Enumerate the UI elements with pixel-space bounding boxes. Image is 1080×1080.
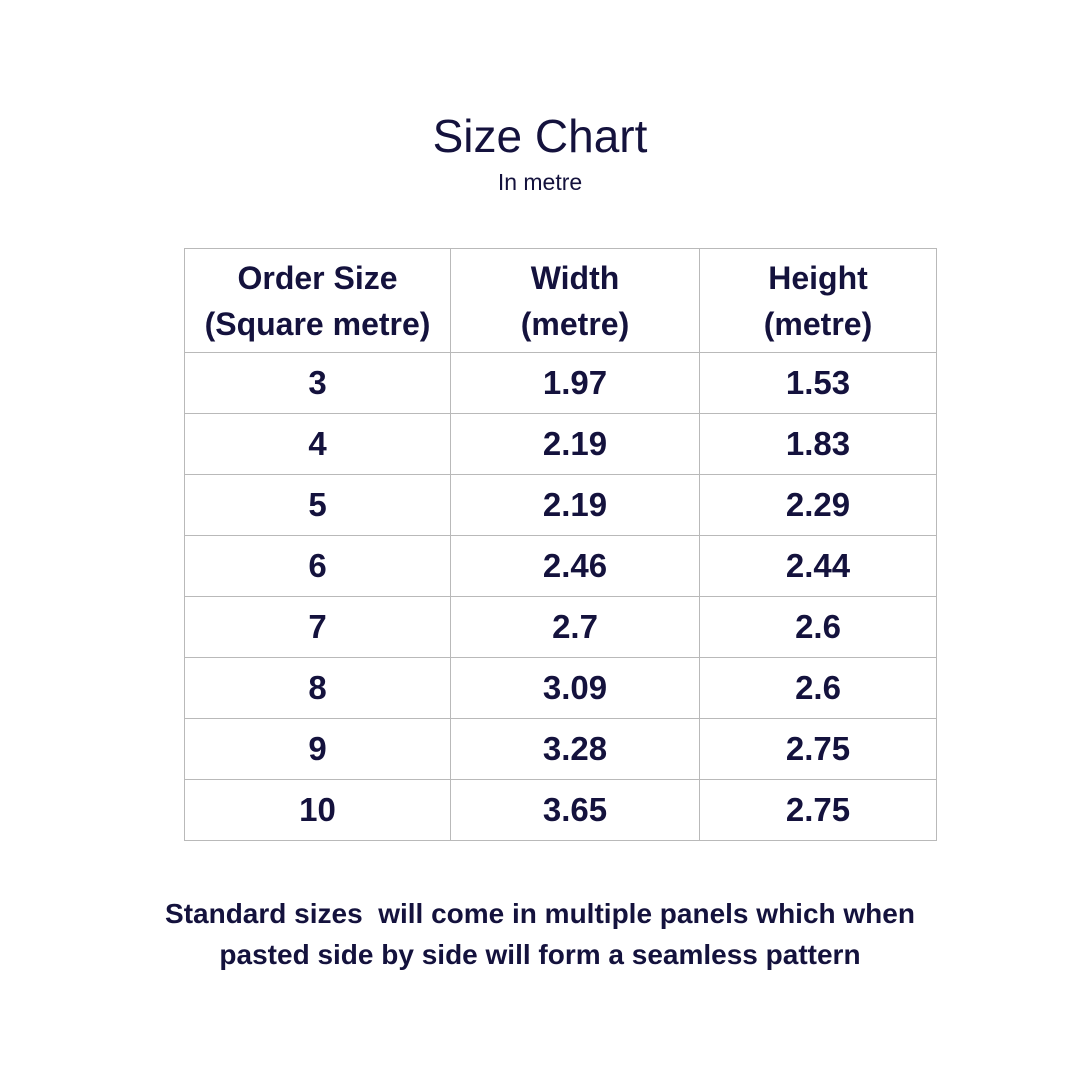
table-row: 10 3.65 2.75 — [184, 779, 937, 841]
footer-note: Standard sizes will come in multiple pan… — [0, 893, 1080, 975]
table-row: 5 2.19 2.29 — [184, 474, 937, 536]
table-row: 4 2.19 1.83 — [184, 413, 937, 475]
table-row: 8 3.09 2.6 — [184, 657, 937, 719]
table-body: 3 1.97 1.53 4 2.19 1.83 5 2.19 2.29 6 2.… — [184, 352, 937, 841]
footer-note-line-2: pasted side by side will form a seamless… — [219, 939, 861, 970]
height-cell: 2.44 — [699, 535, 937, 597]
header-line: Height — [768, 259, 868, 296]
order-size-cell: 4 — [184, 413, 451, 475]
header-line: Order Size — [237, 259, 398, 296]
column-header-order-size: Order Size (Square metre) — [184, 248, 451, 353]
width-cell: 3.65 — [450, 779, 700, 841]
order-size-cell: 5 — [184, 474, 451, 536]
height-cell: 2.6 — [699, 596, 937, 658]
width-cell: 1.97 — [450, 352, 700, 414]
width-cell: 2.19 — [450, 413, 700, 475]
width-cell: 3.28 — [450, 718, 700, 780]
order-size-cell: 10 — [184, 779, 451, 841]
height-cell: 2.6 — [699, 657, 937, 719]
table-row: 7 2.7 2.6 — [184, 596, 937, 658]
order-size-cell: 8 — [184, 657, 451, 719]
footer-note-line-1: Standard sizes will come in multiple pan… — [165, 898, 915, 929]
column-header-height: Height (metre) — [699, 248, 937, 353]
order-size-cell: 9 — [184, 718, 451, 780]
header-line: (Square metre) — [204, 305, 431, 342]
height-cell: 1.53 — [699, 352, 937, 414]
width-cell: 2.46 — [450, 535, 700, 597]
table-row: 9 3.28 2.75 — [184, 718, 937, 780]
table-header: Order Size (Square metre) Width (metre) … — [184, 248, 937, 353]
size-chart-table: Order Size (Square metre) Width (metre) … — [184, 248, 937, 841]
width-cell: 2.7 — [450, 596, 700, 658]
page-title: Size Chart — [432, 110, 648, 162]
height-cell: 2.75 — [699, 779, 937, 841]
header-line: (metre) — [763, 305, 873, 342]
height-cell: 2.29 — [699, 474, 937, 536]
header-row: Order Size (Square metre) Width (metre) … — [184, 248, 937, 353]
order-size-cell: 6 — [184, 535, 451, 597]
header-line: (metre) — [520, 305, 630, 342]
order-size-cell: 3 — [184, 352, 451, 414]
column-header-width: Width (metre) — [450, 248, 700, 353]
width-cell: 3.09 — [450, 657, 700, 719]
header-line: Width — [530, 259, 620, 296]
table-row: 6 2.46 2.44 — [184, 535, 937, 597]
height-cell: 2.75 — [699, 718, 937, 780]
order-size-cell: 7 — [184, 596, 451, 658]
width-cell: 2.19 — [450, 474, 700, 536]
height-cell: 1.83 — [699, 413, 937, 475]
table-row: 3 1.97 1.53 — [184, 352, 937, 414]
page-subtitle: In metre — [497, 169, 583, 195]
